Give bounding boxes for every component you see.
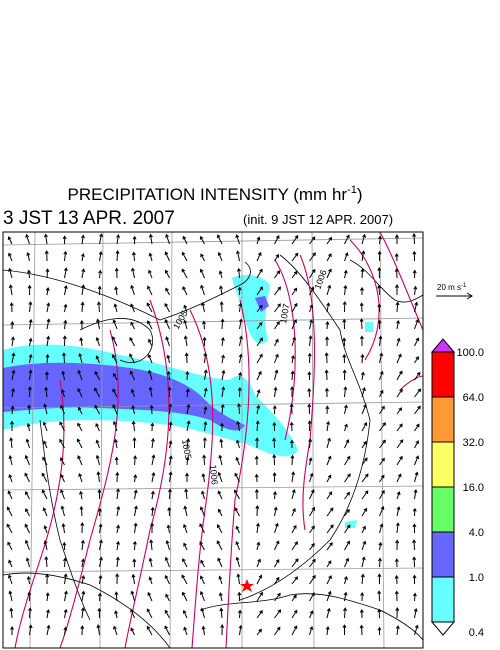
map: 1005 1007 1006 1005 1006 [3,232,423,648]
title: PRECIPITATION INTENSITY (mm hr-1) [67,184,362,204]
vector-legend-superscript: -1 [461,283,467,289]
colorbar-segment [431,351,455,398]
valid-time: 3 JST 13 APR. 2007 [3,208,175,229]
colorbar-cap [430,338,456,353]
title-end: ) [357,185,363,204]
colorbar-label: 0.4 [469,627,484,639]
precip-moderate [255,296,269,312]
colorbar-segment [431,396,455,443]
precip-light [232,274,270,344]
title-text: PRECIPITATION INTENSITY (mm hr [67,185,347,204]
colorbar: 100.0 64.0 32.0 16.0 4.0 1.0 0.4 [430,338,484,639]
colorbar-segment [431,486,455,533]
colorbar-label: 1.0 [469,572,484,584]
contour-label: 1006 [208,464,220,485]
vector-legend-text: 20 m s [437,283,461,292]
colorbar-cap [430,621,456,636]
title-superscript: -1 [347,184,357,196]
vector-legend-arrow [436,292,473,300]
map-background [3,232,423,648]
map-frame [2,231,424,649]
wind-vectors [6,233,422,636]
colorbar-label: 16.0 [463,482,484,494]
colorbar-segment [431,531,455,578]
contour-label: 1007 [278,303,291,324]
site-marker [240,579,254,592]
colorbar-segment [431,576,455,623]
colorbar-label: 32.0 [463,437,484,449]
colorbar-label: 100.0 [456,347,484,359]
coastline [3,254,423,648]
precip-moderate [3,362,245,431]
colorbar-label: 4.0 [469,527,484,539]
vector-legend-label: 20 m s-1 [437,283,467,292]
colorbar-label: 64.0 [463,392,484,404]
init-time: (init. 9 JST 12 APR. 2007) [243,212,393,227]
colorbar-segment [431,441,455,488]
wind-arrow [6,233,422,636]
contour-label: 1005 [180,439,193,460]
